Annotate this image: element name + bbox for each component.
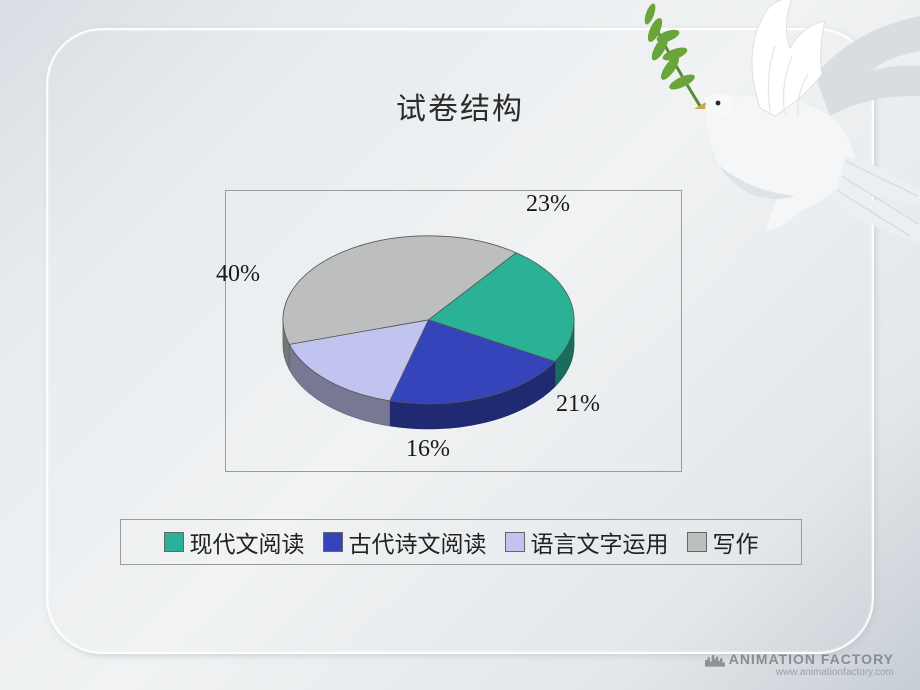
slide-root: 试卷结构 23% 21% 16% 40% 现代文阅读 古代诗文阅读 语言文字运用 写作 AN… — [0, 0, 920, 690]
chart-title: 试卷结构 — [0, 84, 920, 128]
legend-item: 古代诗文阅读 — [323, 525, 487, 559]
pie-chart — [226, 191, 681, 471]
legend-label: 古代诗文阅读 — [349, 525, 487, 559]
brand-text: ANIMATION FACTORY — [729, 651, 894, 667]
pct-label: 23% — [526, 191, 570, 218]
legend-label: 语言文字运用 — [531, 525, 669, 559]
legend-item: 现代文阅读 — [164, 525, 305, 559]
legend-label: 写作 — [713, 525, 759, 559]
legend-swatch — [323, 532, 343, 552]
legend-label: 现代文阅读 — [190, 525, 305, 559]
footer-brand: ANIMATION FACTORY www.animationfactory.c… — [705, 651, 894, 678]
pct-label: 16% — [406, 436, 450, 463]
skyline-icon — [705, 653, 725, 667]
legend-swatch — [164, 532, 184, 552]
legend-swatch — [687, 532, 707, 552]
pct-label: 40% — [216, 261, 260, 288]
pie-chart-container: 23%21%16%40% — [225, 190, 682, 472]
brand-url: www.animationfactory.com — [705, 667, 894, 678]
pct-label: 21% — [556, 391, 600, 418]
legend: 现代文阅读 古代诗文阅读 语言文字运用 写作 — [120, 519, 802, 565]
legend-item: 语言文字运用 — [505, 525, 669, 559]
legend-item: 写作 — [687, 525, 759, 559]
legend-swatch — [505, 532, 525, 552]
